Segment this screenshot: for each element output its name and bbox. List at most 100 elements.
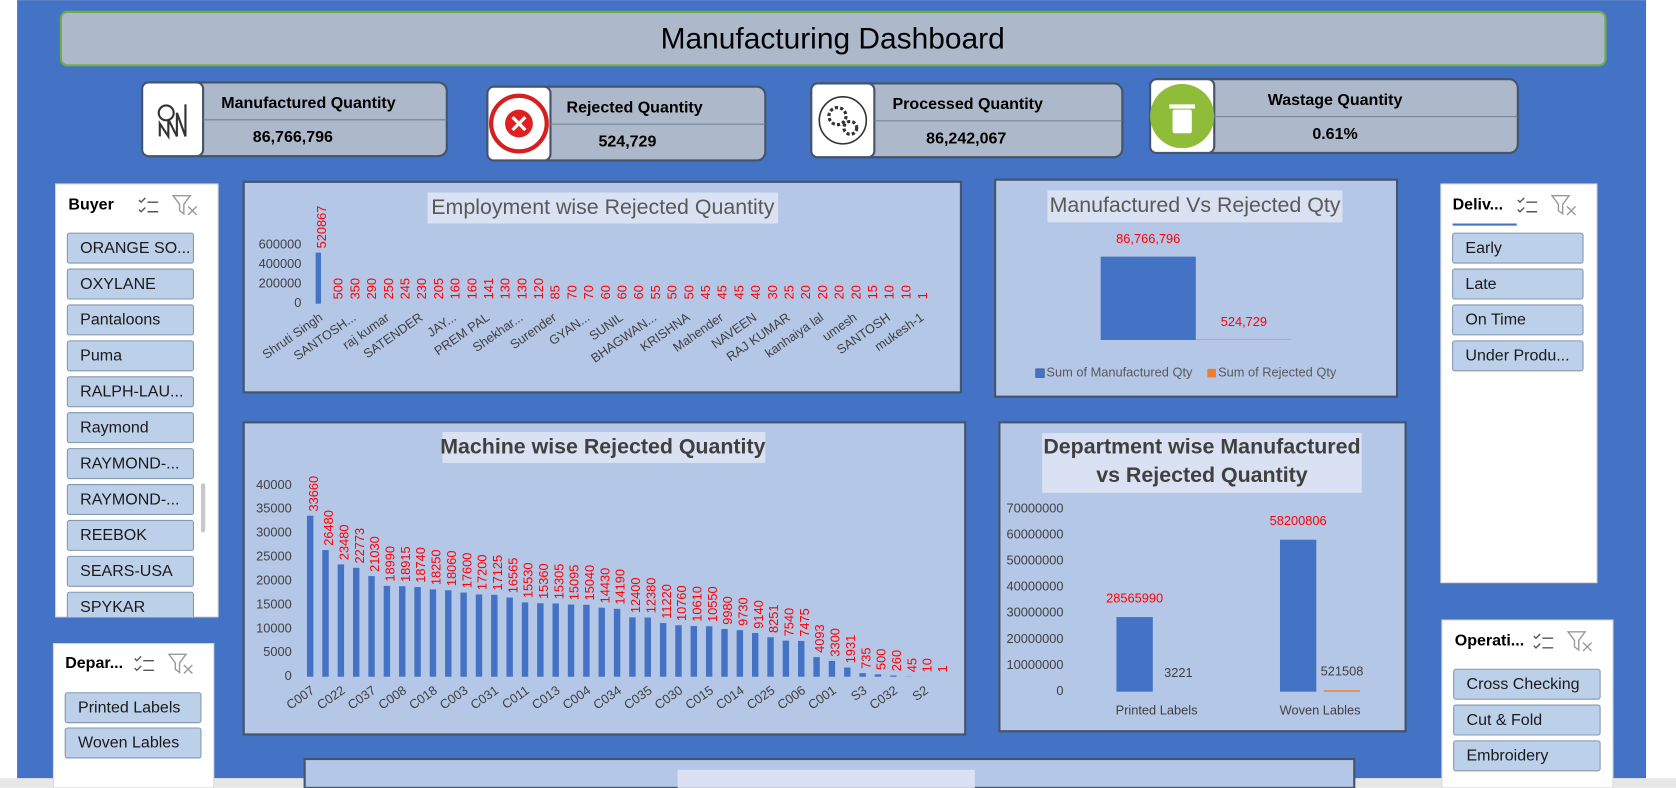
value-label: 350 [347,278,362,299]
clear-filter-button[interactable] [1566,631,1593,652]
kpi-value: 524,729 [598,133,656,151]
slicer-item[interactable] [66,232,195,264]
slicer-items: Cross Checking Cut & Fold Embroidery [1453,668,1601,772]
value-label: 18250 [429,550,444,586]
slicer-item[interactable] [66,448,195,480]
bar [629,617,636,677]
bar [890,675,897,677]
slicer-item-label: On Time [1465,311,1526,329]
chart-title-box [1047,190,1343,223]
slicer-item[interactable] [64,727,202,759]
slicer-item[interactable] [66,376,195,408]
slicer-item[interactable] [1452,340,1584,372]
bar [1196,339,1292,341]
value-label: 7540 [782,608,797,637]
value-label: 500 [874,649,889,670]
header-box [59,10,1607,67]
bar [613,608,621,677]
value-label: 45 [904,658,919,672]
bar [659,623,667,677]
y-tick-label: 50000000 [1007,553,1064,568]
chart-title-box [677,769,975,788]
slicer-item-label: Puma [80,347,122,365]
slicer-item[interactable] [1452,268,1584,300]
bar [675,625,682,677]
value-label: 40 [748,285,763,299]
bar [1116,617,1153,692]
scrollbar[interactable] [200,483,206,533]
slicer-item-label: Early [1465,239,1502,257]
value-label: 15095 [567,565,582,601]
slicer-item-label: RAYMOND-... [80,490,179,508]
slicer-item[interactable] [66,555,195,587]
slicer-title: Operati... [1455,632,1524,650]
slicer-item[interactable] [66,340,195,372]
value-label: 50 [665,285,680,299]
slicer-title: Depar... [65,654,123,672]
slicer-item[interactable] [66,304,195,336]
slicer-item[interactable] [1453,668,1601,700]
slicer-item[interactable] [66,412,195,444]
value-label: 9730 [736,597,751,626]
y-tick-label: 40000000 [1007,579,1064,594]
value-label: 524,729 [1221,314,1267,329]
legend-swatch [1207,368,1216,378]
bar [429,589,437,677]
multi-select-icon [1517,197,1538,213]
value-label: 26480 [321,510,336,546]
slicer-item[interactable] [66,483,195,515]
multi-select-button[interactable] [1517,197,1538,213]
kpi-label: Rejected Quantity [567,98,703,116]
value-label: 60 [615,285,630,299]
clear-filter-icon [1566,631,1593,652]
bar [721,628,728,677]
chart-title: Manufactured Vs Rejected Qty [1050,193,1341,217]
slicer-item[interactable] [66,268,195,300]
bar [705,626,713,677]
bar [690,625,698,677]
bar [1100,256,1196,341]
y-tick-label: 0 [285,668,292,683]
bar [644,617,651,677]
y-tick-label: 0 [294,295,301,310]
slicer-item[interactable] [1452,232,1584,264]
y-tick-label: 40000 [256,477,292,492]
slicer-item[interactable] [66,591,195,622]
slicer-items: Printed Labels Woven Lables [64,692,202,759]
slicer-item[interactable] [66,519,195,551]
multi-select-button[interactable] [134,655,154,672]
chart-title: Employment wise Rejected Quantity [431,195,774,219]
slicer-items: Early Late On Time Under Produ... [1452,232,1584,372]
multi-select-button[interactable] [1533,633,1554,649]
slicer-item[interactable] [1453,704,1601,736]
clear-filter-icon [171,195,198,216]
slicer-item[interactable] [1452,304,1584,336]
value-label: 1931 [843,635,858,664]
bar [306,515,314,677]
bar [383,585,391,677]
slicer-item-label: Embroidery [1467,747,1549,765]
bar [598,607,605,677]
clear-filter-button[interactable] [1550,195,1577,216]
value-label: 15360 [536,563,551,599]
y-tick-label: 0 [1056,683,1063,698]
kpi-icon [157,104,175,122]
bar [352,567,360,677]
value-label: 4093 [812,624,827,653]
value-label: 521508 [1321,664,1364,679]
slicer-item[interactable] [1453,740,1601,772]
y-tick-label: 30000 [256,525,292,540]
slicer-item[interactable] [64,692,202,724]
value-label: 14190 [613,569,628,605]
clear-filter-button[interactable] [167,653,193,675]
value-label: 205 [431,278,446,299]
x-tick-label: Printed Labels [1116,702,1198,717]
value-label: 10610 [689,586,704,622]
bar [844,667,851,677]
bar [767,637,774,677]
value-label: 290 [364,278,379,299]
slicer-items: ORANGE SO... OXYLANE Pantaloons Puma RALPH-L… [66,232,195,622]
value-label: 70 [564,285,579,299]
clear-filter-button[interactable] [171,195,198,216]
multi-select-button[interactable] [138,197,159,213]
